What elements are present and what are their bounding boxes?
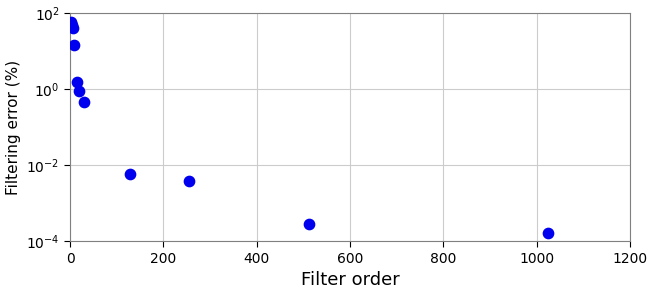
Point — [125, 171, 135, 176]
Point — [66, 19, 76, 24]
Point — [304, 222, 314, 227]
Point — [68, 26, 78, 31]
Y-axis label: Filtering error (%): Filtering error (%) — [6, 60, 20, 195]
Point — [184, 178, 195, 183]
Point — [71, 79, 82, 84]
X-axis label: Filter order: Filter order — [300, 271, 400, 289]
Point — [69, 42, 79, 47]
Point — [74, 89, 85, 94]
Point — [543, 230, 553, 235]
Point — [79, 99, 89, 104]
Point — [67, 22, 77, 27]
